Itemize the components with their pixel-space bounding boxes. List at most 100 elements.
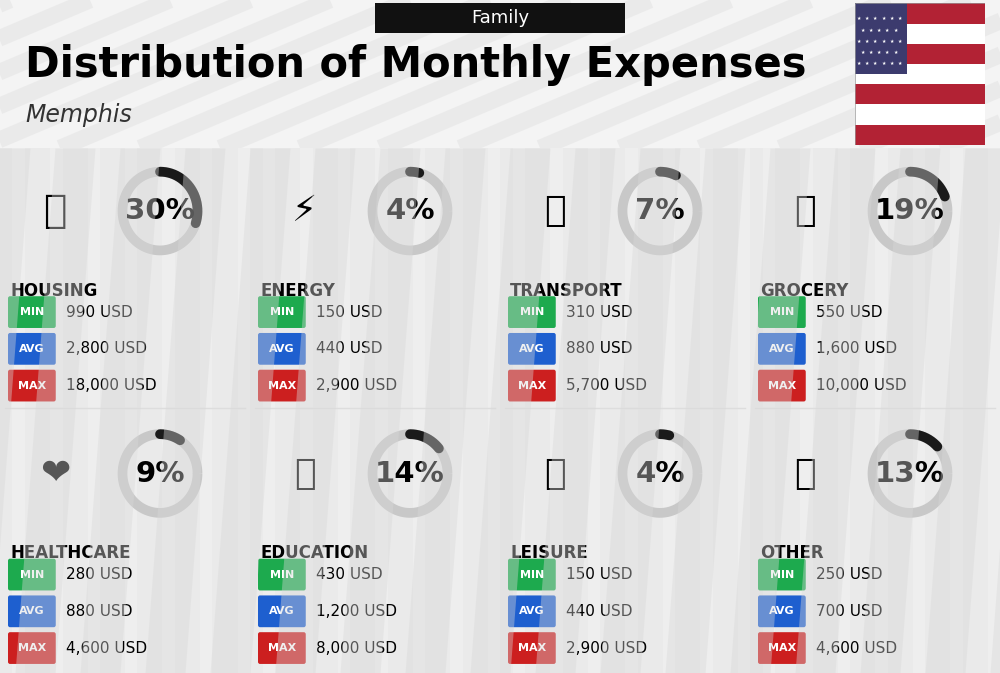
Polygon shape: [462, 148, 525, 411]
Polygon shape: [250, 148, 312, 411]
Text: ★: ★: [881, 61, 886, 67]
Polygon shape: [562, 148, 625, 411]
Text: ★: ★: [877, 50, 881, 55]
Text: MIN: MIN: [770, 569, 794, 579]
Text: 14%: 14%: [375, 460, 445, 487]
FancyBboxPatch shape: [258, 369, 306, 402]
Text: 5,700 USD: 5,700 USD: [566, 378, 647, 393]
Polygon shape: [238, 411, 300, 673]
Polygon shape: [413, 411, 475, 673]
Text: ★: ★: [898, 61, 902, 67]
Polygon shape: [162, 411, 225, 673]
FancyBboxPatch shape: [758, 296, 806, 328]
Polygon shape: [925, 411, 988, 673]
Polygon shape: [625, 148, 688, 411]
Text: EDUCATION: EDUCATION: [260, 544, 368, 563]
FancyBboxPatch shape: [508, 559, 556, 590]
Text: 2,900 USD: 2,900 USD: [316, 378, 397, 393]
Text: ★: ★: [865, 61, 869, 67]
Text: MAX: MAX: [768, 643, 796, 653]
Polygon shape: [675, 411, 738, 673]
Text: 250 USD: 250 USD: [816, 567, 883, 582]
Text: OTHER: OTHER: [760, 544, 824, 563]
Text: 🎓: 🎓: [294, 456, 316, 491]
Polygon shape: [700, 411, 763, 673]
Text: 880 USD: 880 USD: [66, 604, 133, 618]
Text: 310 USD: 310 USD: [566, 305, 633, 320]
Text: AVG: AVG: [19, 606, 45, 616]
Polygon shape: [888, 411, 950, 673]
Polygon shape: [450, 411, 512, 673]
Polygon shape: [450, 148, 512, 411]
Polygon shape: [350, 411, 413, 673]
Text: HEALTHCARE: HEALTHCARE: [10, 544, 130, 563]
Polygon shape: [125, 148, 188, 411]
Polygon shape: [275, 148, 338, 411]
Text: MIN: MIN: [520, 569, 544, 579]
Text: ★: ★: [861, 50, 865, 55]
Text: ❤: ❤: [40, 456, 70, 491]
Text: MAX: MAX: [768, 381, 796, 390]
Text: MAX: MAX: [518, 643, 546, 653]
Bar: [855, 3, 907, 74]
Text: MIN: MIN: [770, 307, 794, 317]
Text: AVG: AVG: [269, 606, 295, 616]
Text: MIN: MIN: [270, 569, 294, 579]
Text: 4,600 USD: 4,600 USD: [66, 641, 147, 656]
Polygon shape: [175, 411, 238, 673]
Polygon shape: [925, 148, 988, 411]
Bar: [855, 24, 985, 44]
Polygon shape: [62, 411, 125, 673]
Text: 13%: 13%: [875, 460, 945, 487]
Text: ★: ★: [857, 61, 861, 67]
Text: 10,000 USD: 10,000 USD: [816, 378, 907, 393]
Polygon shape: [0, 411, 50, 673]
Polygon shape: [375, 411, 438, 673]
Polygon shape: [850, 148, 912, 411]
Polygon shape: [0, 148, 50, 411]
Polygon shape: [388, 411, 450, 673]
Polygon shape: [413, 148, 475, 411]
Text: MIN: MIN: [20, 569, 44, 579]
Polygon shape: [812, 411, 875, 673]
Text: 990 USD: 990 USD: [66, 305, 133, 320]
Polygon shape: [888, 148, 950, 411]
Polygon shape: [775, 148, 838, 411]
Polygon shape: [350, 148, 413, 411]
Text: 700 USD: 700 USD: [816, 604, 883, 618]
Text: 2,900 USD: 2,900 USD: [566, 641, 647, 656]
FancyBboxPatch shape: [8, 559, 56, 590]
Polygon shape: [100, 411, 162, 673]
Text: ★: ★: [873, 39, 877, 44]
Text: Family: Family: [471, 9, 529, 27]
Polygon shape: [962, 411, 1000, 673]
Text: ★: ★: [857, 16, 861, 22]
Polygon shape: [700, 148, 763, 411]
FancyBboxPatch shape: [508, 333, 556, 365]
Text: ★: ★: [885, 28, 890, 32]
Text: AVG: AVG: [769, 344, 795, 354]
Text: 1,600 USD: 1,600 USD: [816, 341, 897, 356]
Text: MIN: MIN: [520, 307, 544, 317]
Polygon shape: [738, 411, 800, 673]
Text: MAX: MAX: [268, 381, 296, 390]
Bar: [855, 3, 985, 24]
Text: 💰: 💰: [794, 456, 816, 491]
Polygon shape: [312, 411, 375, 673]
FancyBboxPatch shape: [258, 333, 306, 365]
Text: ★: ★: [873, 16, 877, 22]
Text: 440 USD: 440 USD: [566, 604, 633, 618]
Text: 8,000 USD: 8,000 USD: [316, 641, 397, 656]
Text: AVG: AVG: [519, 606, 545, 616]
FancyBboxPatch shape: [758, 333, 806, 365]
Polygon shape: [25, 411, 88, 673]
Bar: [855, 104, 985, 125]
Text: ★: ★: [893, 50, 898, 55]
Polygon shape: [200, 148, 262, 411]
Text: ★: ★: [861, 28, 865, 32]
Text: MIN: MIN: [270, 307, 294, 317]
Text: MIN: MIN: [20, 307, 44, 317]
Polygon shape: [312, 148, 375, 411]
FancyBboxPatch shape: [8, 369, 56, 402]
Text: 2,800 USD: 2,800 USD: [66, 341, 147, 356]
